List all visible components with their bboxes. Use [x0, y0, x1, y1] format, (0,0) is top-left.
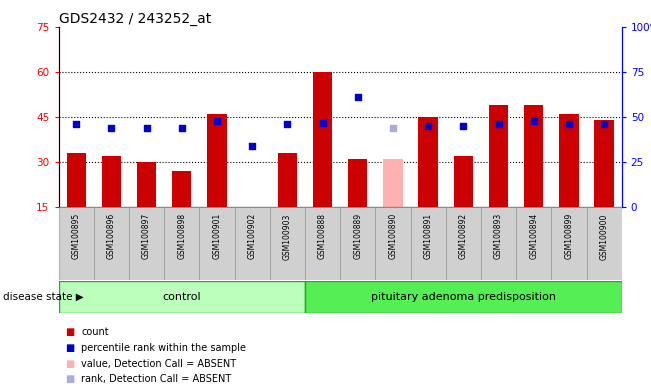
Point	[458, 123, 469, 129]
Point	[282, 121, 292, 127]
Point	[423, 123, 434, 129]
Bar	[129, 207, 164, 280]
Text: GSM100889: GSM100889	[353, 213, 362, 259]
Bar	[454, 156, 473, 207]
Bar	[340, 207, 376, 280]
Text: control: control	[163, 292, 201, 302]
Point	[247, 143, 257, 149]
Text: GSM100892: GSM100892	[459, 213, 468, 259]
Point	[529, 118, 539, 124]
Text: percentile rank within the sample: percentile rank within the sample	[81, 343, 246, 353]
Bar	[411, 207, 446, 280]
Text: GSM100890: GSM100890	[389, 213, 398, 260]
Bar	[199, 207, 234, 280]
Bar	[524, 105, 544, 207]
Bar	[94, 207, 129, 280]
Bar	[587, 207, 622, 280]
Bar	[305, 281, 622, 313]
Point	[141, 125, 152, 131]
Bar	[419, 117, 438, 207]
Point	[212, 118, 222, 124]
Point	[493, 121, 504, 127]
Point	[599, 121, 609, 127]
Text: GSM100903: GSM100903	[283, 213, 292, 260]
Bar	[278, 153, 297, 207]
Bar	[66, 153, 86, 207]
Bar	[207, 114, 227, 207]
Bar	[305, 207, 340, 280]
Point	[106, 125, 117, 131]
Bar	[516, 207, 551, 280]
Text: GSM100901: GSM100901	[212, 213, 221, 260]
Text: ■: ■	[65, 374, 74, 384]
Bar	[164, 207, 199, 280]
Text: ■: ■	[65, 343, 74, 353]
Bar	[383, 159, 402, 207]
Bar	[59, 281, 305, 313]
Text: GSM100891: GSM100891	[424, 213, 433, 259]
Bar	[137, 162, 156, 207]
Bar	[313, 72, 332, 207]
Bar	[594, 120, 614, 207]
Bar	[446, 207, 481, 280]
Bar	[59, 207, 94, 280]
Text: GSM100899: GSM100899	[564, 213, 574, 260]
Text: GSM100902: GSM100902	[247, 213, 256, 260]
Text: GSM100893: GSM100893	[494, 213, 503, 260]
Point	[176, 125, 187, 131]
Bar	[559, 114, 579, 207]
Bar	[348, 159, 367, 207]
Bar	[102, 156, 121, 207]
Text: GSM100898: GSM100898	[177, 213, 186, 259]
Text: GSM100897: GSM100897	[142, 213, 151, 260]
Point	[317, 119, 327, 126]
Bar	[481, 207, 516, 280]
Text: pituitary adenoma predisposition: pituitary adenoma predisposition	[371, 292, 556, 302]
Point	[388, 125, 398, 131]
Text: disease state ▶: disease state ▶	[3, 292, 84, 302]
Bar	[489, 105, 508, 207]
Text: GSM100895: GSM100895	[72, 213, 81, 260]
Text: value, Detection Call = ABSENT: value, Detection Call = ABSENT	[81, 359, 236, 369]
Text: GSM100894: GSM100894	[529, 213, 538, 260]
Bar	[234, 207, 270, 280]
Text: GSM100888: GSM100888	[318, 213, 327, 259]
Point	[71, 121, 81, 127]
Text: GDS2432 / 243252_at: GDS2432 / 243252_at	[59, 12, 211, 26]
Text: GSM100896: GSM100896	[107, 213, 116, 260]
Point	[353, 94, 363, 100]
Text: count: count	[81, 327, 109, 337]
Point	[564, 121, 574, 127]
Text: rank, Detection Call = ABSENT: rank, Detection Call = ABSENT	[81, 374, 232, 384]
Bar	[376, 207, 411, 280]
Text: ■: ■	[65, 327, 74, 337]
Text: GSM100900: GSM100900	[600, 213, 609, 260]
Bar	[172, 171, 191, 207]
Text: ■: ■	[65, 359, 74, 369]
Bar	[270, 207, 305, 280]
Bar	[551, 207, 587, 280]
